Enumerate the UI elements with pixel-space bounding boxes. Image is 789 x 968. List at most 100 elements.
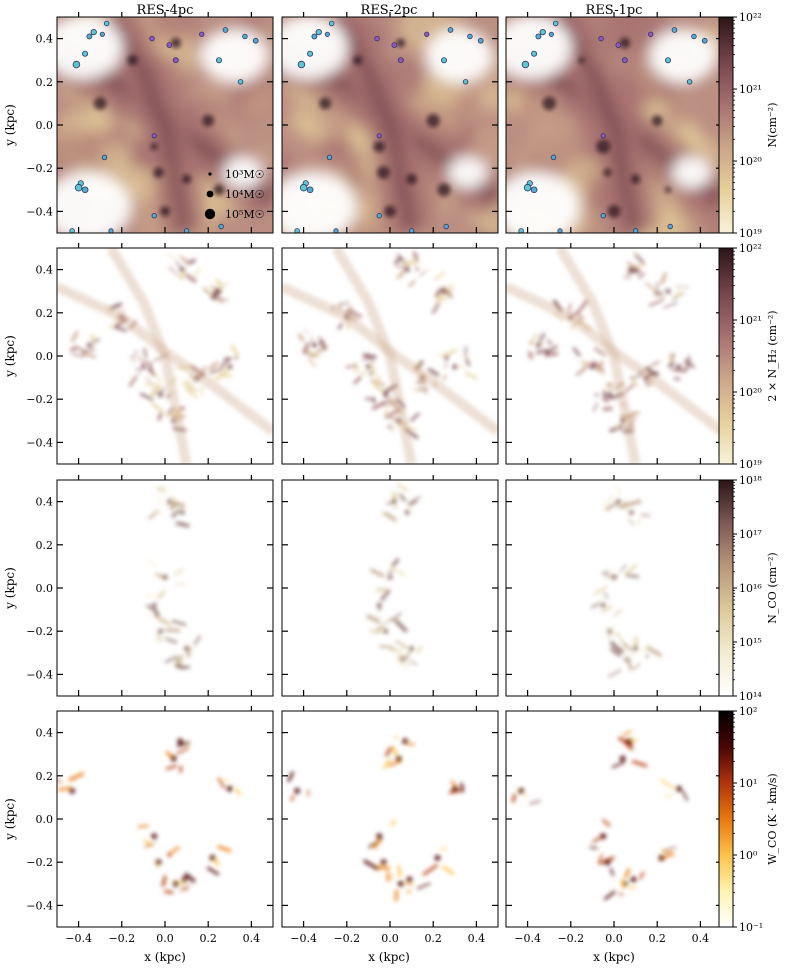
star-cluster-marker [539, 29, 546, 36]
star-cluster-marker [600, 133, 606, 139]
legend: 10³M☉ 10⁴M☉ 10⁵M☉ [204, 168, 265, 221]
star-cluster-marker [333, 228, 339, 234]
star-cluster-marker [648, 31, 654, 37]
star-cluster-marker [701, 37, 708, 44]
star-cluster-marker [101, 154, 108, 161]
y-tick-label: −0.2 [26, 856, 53, 869]
star-cluster-marker [151, 133, 157, 139]
star-cluster-marker [548, 31, 554, 37]
star-cluster-marker [69, 228, 75, 234]
star-cluster-marker [518, 228, 524, 234]
star-cluster-marker [108, 228, 114, 234]
colorbar-tick-label: 10¹⁸ [739, 474, 762, 487]
colorbar: 10⁻¹ 10⁰ 10¹ 10² W_CO (K · km/s) [718, 705, 779, 934]
star-cluster-marker [374, 35, 380, 42]
legend-entry: 10⁵M☉ [225, 208, 265, 221]
x-tick-label: 0.2 [199, 932, 217, 945]
star-cluster-marker [691, 33, 697, 40]
column-title: RES-4pc [137, 3, 194, 18]
colorbar-tick-label: 10²² [739, 11, 762, 24]
star-cluster-marker [242, 33, 248, 40]
x-tick-label: −0.2 [557, 932, 584, 945]
panel: −0.4 −0.2 0.0 0.2 0.4 y (kpc) [3, 243, 274, 465]
star-cluster-marker [531, 50, 538, 57]
x-axis-label: x (kpc) [144, 950, 186, 964]
star-cluster-marker [324, 31, 330, 37]
star-cluster-marker [443, 223, 449, 230]
star-cluster-marker [237, 79, 244, 85]
star-cluster-marker [81, 186, 89, 194]
colorbar-tick-label: 10²² [739, 242, 762, 255]
star-cluster-marker [315, 29, 322, 36]
panel: −0.4 −0.2 0.0 0.2 0.4 [505, 706, 723, 945]
star-cluster-marker [467, 33, 473, 40]
star-cluster-marker [307, 50, 314, 57]
y-tick-label: 0.2 [36, 76, 54, 89]
colorbar-tick-label: 10¹⁹ [739, 227, 762, 240]
y-tick-label: 0.0 [36, 119, 54, 132]
colorbar: 10¹⁹ 10²⁰ 10²¹ 10²² N(cm⁻²) [718, 11, 779, 240]
star-cluster-marker [424, 31, 430, 37]
y-tick-label: 0.0 [36, 350, 54, 363]
panel: −0.4 −0.2 0.0 0.2 0.4 y (kpc) [3, 12, 274, 234]
x-tick-label: −0.4 [514, 932, 541, 945]
star-cluster-marker [199, 31, 205, 37]
star-cluster-marker [376, 133, 382, 139]
y-tick-label: −0.4 [26, 668, 53, 681]
x-axis-label: x (kpc) [593, 950, 635, 964]
panel: −0.4 −0.2 0.0 0.2 0.4 y (kpc) −0.4 −0.2 0.0 0.2 0.… [3, 706, 274, 945]
colorbar-tick-label: 10¹⁵ [739, 636, 762, 649]
colorbar-tick-label: 10²⁰ [739, 386, 762, 399]
star-cluster-marker [391, 42, 398, 48]
colorbar-tick-label: 10¹⁴ [739, 690, 762, 703]
panels: −0.4 −0.2 0.0 0.2 0.4 y (kpc) −0.4 −0.2 0.0 0.2 0.… [3, 12, 723, 945]
legend-entry: 10⁴M☉ [225, 188, 265, 201]
star-cluster-marker [252, 37, 259, 44]
x-tick-label: −0.2 [333, 932, 360, 945]
colorbar-tick-label: 10⁻¹ [739, 921, 763, 934]
x-tick-label: 0.4 [468, 932, 486, 945]
colorbar-tick-label: 10² [739, 705, 757, 718]
star-cluster-marker [103, 20, 110, 27]
star-cluster-marker [557, 228, 563, 234]
star-cluster-marker [172, 57, 179, 64]
star-cluster-marker [397, 57, 404, 64]
panel: −0.4 −0.2 0.0 0.2 0.4 [281, 706, 499, 945]
colorbar-gradient [718, 247, 734, 465]
x-tick-label: −0.4 [65, 932, 92, 945]
panel [281, 243, 499, 465]
y-tick-label: 0.0 [36, 582, 54, 595]
star-cluster-marker [99, 31, 105, 37]
y-tick-label: 0.4 [36, 496, 54, 509]
x-tick-label: 0.0 [381, 932, 399, 945]
colorbars: 10¹⁹ 10²⁰ 10²¹ 10²² N(cm⁻²) 10¹⁹ 10²⁰ 10²¹ 10²² 2… [718, 11, 779, 934]
y-tick-label: −0.4 [26, 899, 53, 912]
star-cluster-marker [664, 57, 672, 64]
y-tick-label: −0.2 [26, 625, 53, 638]
star-cluster-marker [462, 79, 469, 85]
x-tick-label: 0.2 [648, 932, 666, 945]
star-cluster-marker [86, 33, 93, 40]
star-cluster-marker [440, 57, 448, 64]
star-cluster-marker [297, 60, 306, 69]
star-cluster-marker [477, 37, 484, 44]
colorbar-label: N_CO (cm⁻²) [766, 552, 779, 623]
colorbar-label: W_CO (K · km/s) [766, 773, 779, 864]
y-tick-label: 0.2 [36, 307, 54, 320]
star-cluster-marker [151, 213, 157, 219]
panel [505, 475, 723, 697]
star-cluster-marker [621, 57, 628, 64]
colorbar-gradient [718, 16, 734, 234]
star-cluster-marker [521, 60, 530, 69]
colorbar-tick-label: 10²⁰ [739, 155, 762, 168]
x-tick-label: 0.0 [156, 932, 174, 945]
star-cluster-marker [218, 223, 224, 230]
star-cluster-marker [90, 29, 97, 36]
star-cluster-marker [328, 20, 335, 27]
y-tick-label: −0.2 [26, 393, 53, 406]
star-cluster-marker [671, 27, 678, 33]
star-cluster-marker [632, 228, 639, 234]
y-axis-label: y (kpc) [3, 567, 17, 610]
legend-marker [204, 208, 216, 220]
